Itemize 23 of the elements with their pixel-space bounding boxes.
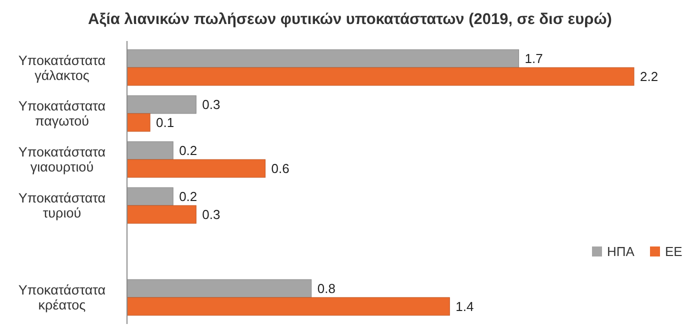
y-tick-label: Υποκατάστατα τυριού <box>18 190 106 221</box>
bar <box>126 205 196 224</box>
data-label: 1.7 <box>524 51 543 66</box>
bar <box>126 67 634 86</box>
legend-label: ΗΠΑ <box>607 244 635 260</box>
data-label: 0.2 <box>179 189 198 204</box>
data-label: 0.2 <box>179 143 198 158</box>
y-tick-label: Υποκατάστατα γιαουρτιού <box>18 144 106 175</box>
data-label: 0.3 <box>202 207 220 222</box>
data-label: 2.2 <box>640 69 658 84</box>
data-label: 1.4 <box>456 298 474 314</box>
data-label: 0.3 <box>202 97 220 112</box>
bar <box>126 113 150 132</box>
bar <box>126 297 450 316</box>
y-tick-label: Υποκατάστατα γάλακτος <box>18 52 106 83</box>
bar <box>126 159 266 178</box>
data-label: 0.1 <box>156 115 174 130</box>
data-label: 0.8 <box>317 281 336 296</box>
chart-title: Αξία λιανικών πωλήσεων φυτικών υποκατάστατων (2019, σε δισ ευρώ) <box>88 11 612 28</box>
y-tick-label: Υποκατάστατα κρέατος <box>18 282 106 313</box>
y-tick-label: Υποκατάστατα παγωτού <box>18 98 106 129</box>
legend-label: ΕΕ <box>665 244 683 260</box>
data-label: 0.6 <box>271 161 290 176</box>
